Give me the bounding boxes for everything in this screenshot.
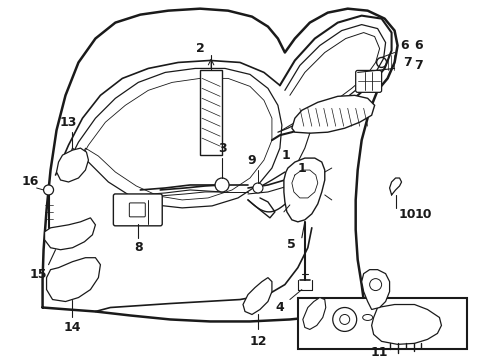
Text: 8: 8 (134, 241, 143, 254)
Text: 10: 10 (399, 208, 416, 221)
Polygon shape (362, 270, 390, 310)
Circle shape (44, 185, 53, 195)
Text: 9: 9 (247, 154, 256, 167)
Bar (298, 298, 467, 349)
Text: 6: 6 (400, 39, 409, 52)
Text: 1: 1 (281, 149, 290, 162)
Polygon shape (56, 148, 89, 182)
FancyBboxPatch shape (129, 203, 145, 217)
Text: 14: 14 (64, 321, 81, 334)
FancyBboxPatch shape (356, 71, 382, 92)
Circle shape (253, 183, 263, 193)
Text: 12: 12 (249, 335, 267, 348)
Text: 7: 7 (415, 59, 423, 72)
Text: 11: 11 (371, 346, 389, 359)
Text: 1: 1 (298, 162, 307, 175)
Polygon shape (303, 298, 326, 329)
Bar (200, 71, 222, 155)
Text: 5: 5 (288, 238, 296, 251)
Text: 6: 6 (415, 39, 423, 52)
Polygon shape (47, 258, 100, 302)
Circle shape (369, 279, 382, 291)
Polygon shape (284, 158, 325, 222)
Text: 7: 7 (403, 56, 412, 69)
Text: 16: 16 (22, 175, 39, 189)
Polygon shape (292, 95, 375, 133)
Text: 13: 13 (60, 116, 77, 129)
Text: 4: 4 (275, 301, 284, 314)
FancyBboxPatch shape (113, 194, 162, 226)
Polygon shape (371, 305, 441, 345)
Polygon shape (243, 278, 272, 315)
Text: 3: 3 (218, 141, 226, 155)
Circle shape (215, 178, 229, 192)
Text: 2: 2 (196, 42, 204, 55)
Polygon shape (45, 218, 96, 250)
Text: 10: 10 (415, 208, 432, 221)
Text: 15: 15 (30, 268, 48, 281)
